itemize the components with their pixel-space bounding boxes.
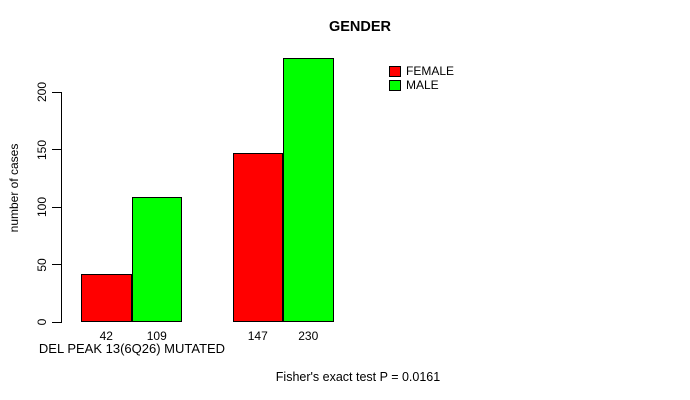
y-axis-tick	[52, 206, 61, 208]
bar-female-group1	[81, 273, 132, 322]
y-axis-tick	[52, 91, 61, 93]
x-group-label: DEL PEAK 13(6Q26) MUTATED	[38, 341, 226, 356]
bar-male-group2	[283, 57, 334, 322]
legend: FEMALE MALE	[389, 64, 454, 92]
bar-female-group2	[232, 152, 283, 322]
y-axis-tick	[52, 321, 61, 323]
chart-title: GENDER	[328, 19, 392, 35]
legend-label: FEMALE	[406, 64, 455, 78]
legend-item-female: FEMALE	[389, 64, 454, 78]
bar-male-group1	[131, 196, 182, 322]
y-axis-tick-label: 0	[35, 318, 49, 326]
y-axis-line	[61, 92, 62, 323]
legend-swatch-male	[389, 79, 401, 91]
y-axis-tick-label: 50	[35, 257, 49, 272]
y-axis-tick	[52, 264, 61, 265]
legend-swatch-female	[389, 65, 401, 77]
bar-value-label: 230	[298, 329, 319, 343]
y-axis-tick	[52, 149, 61, 150]
bar-value-label: 147	[247, 329, 268, 343]
y-axis-label: number of cases	[7, 143, 21, 233]
bar-value-label: 109	[146, 329, 167, 343]
bar-value-label: 42	[99, 329, 113, 343]
legend-label: MALE	[406, 78, 439, 92]
y-axis-tick-label: 100	[35, 196, 49, 218]
legend-item-male: MALE	[389, 78, 454, 92]
y-axis-tick-label: 200	[35, 81, 49, 103]
stat-annotation: Fisher's exact test P = 0.0161	[275, 370, 441, 384]
y-axis-tick-label: 150	[35, 139, 49, 160]
